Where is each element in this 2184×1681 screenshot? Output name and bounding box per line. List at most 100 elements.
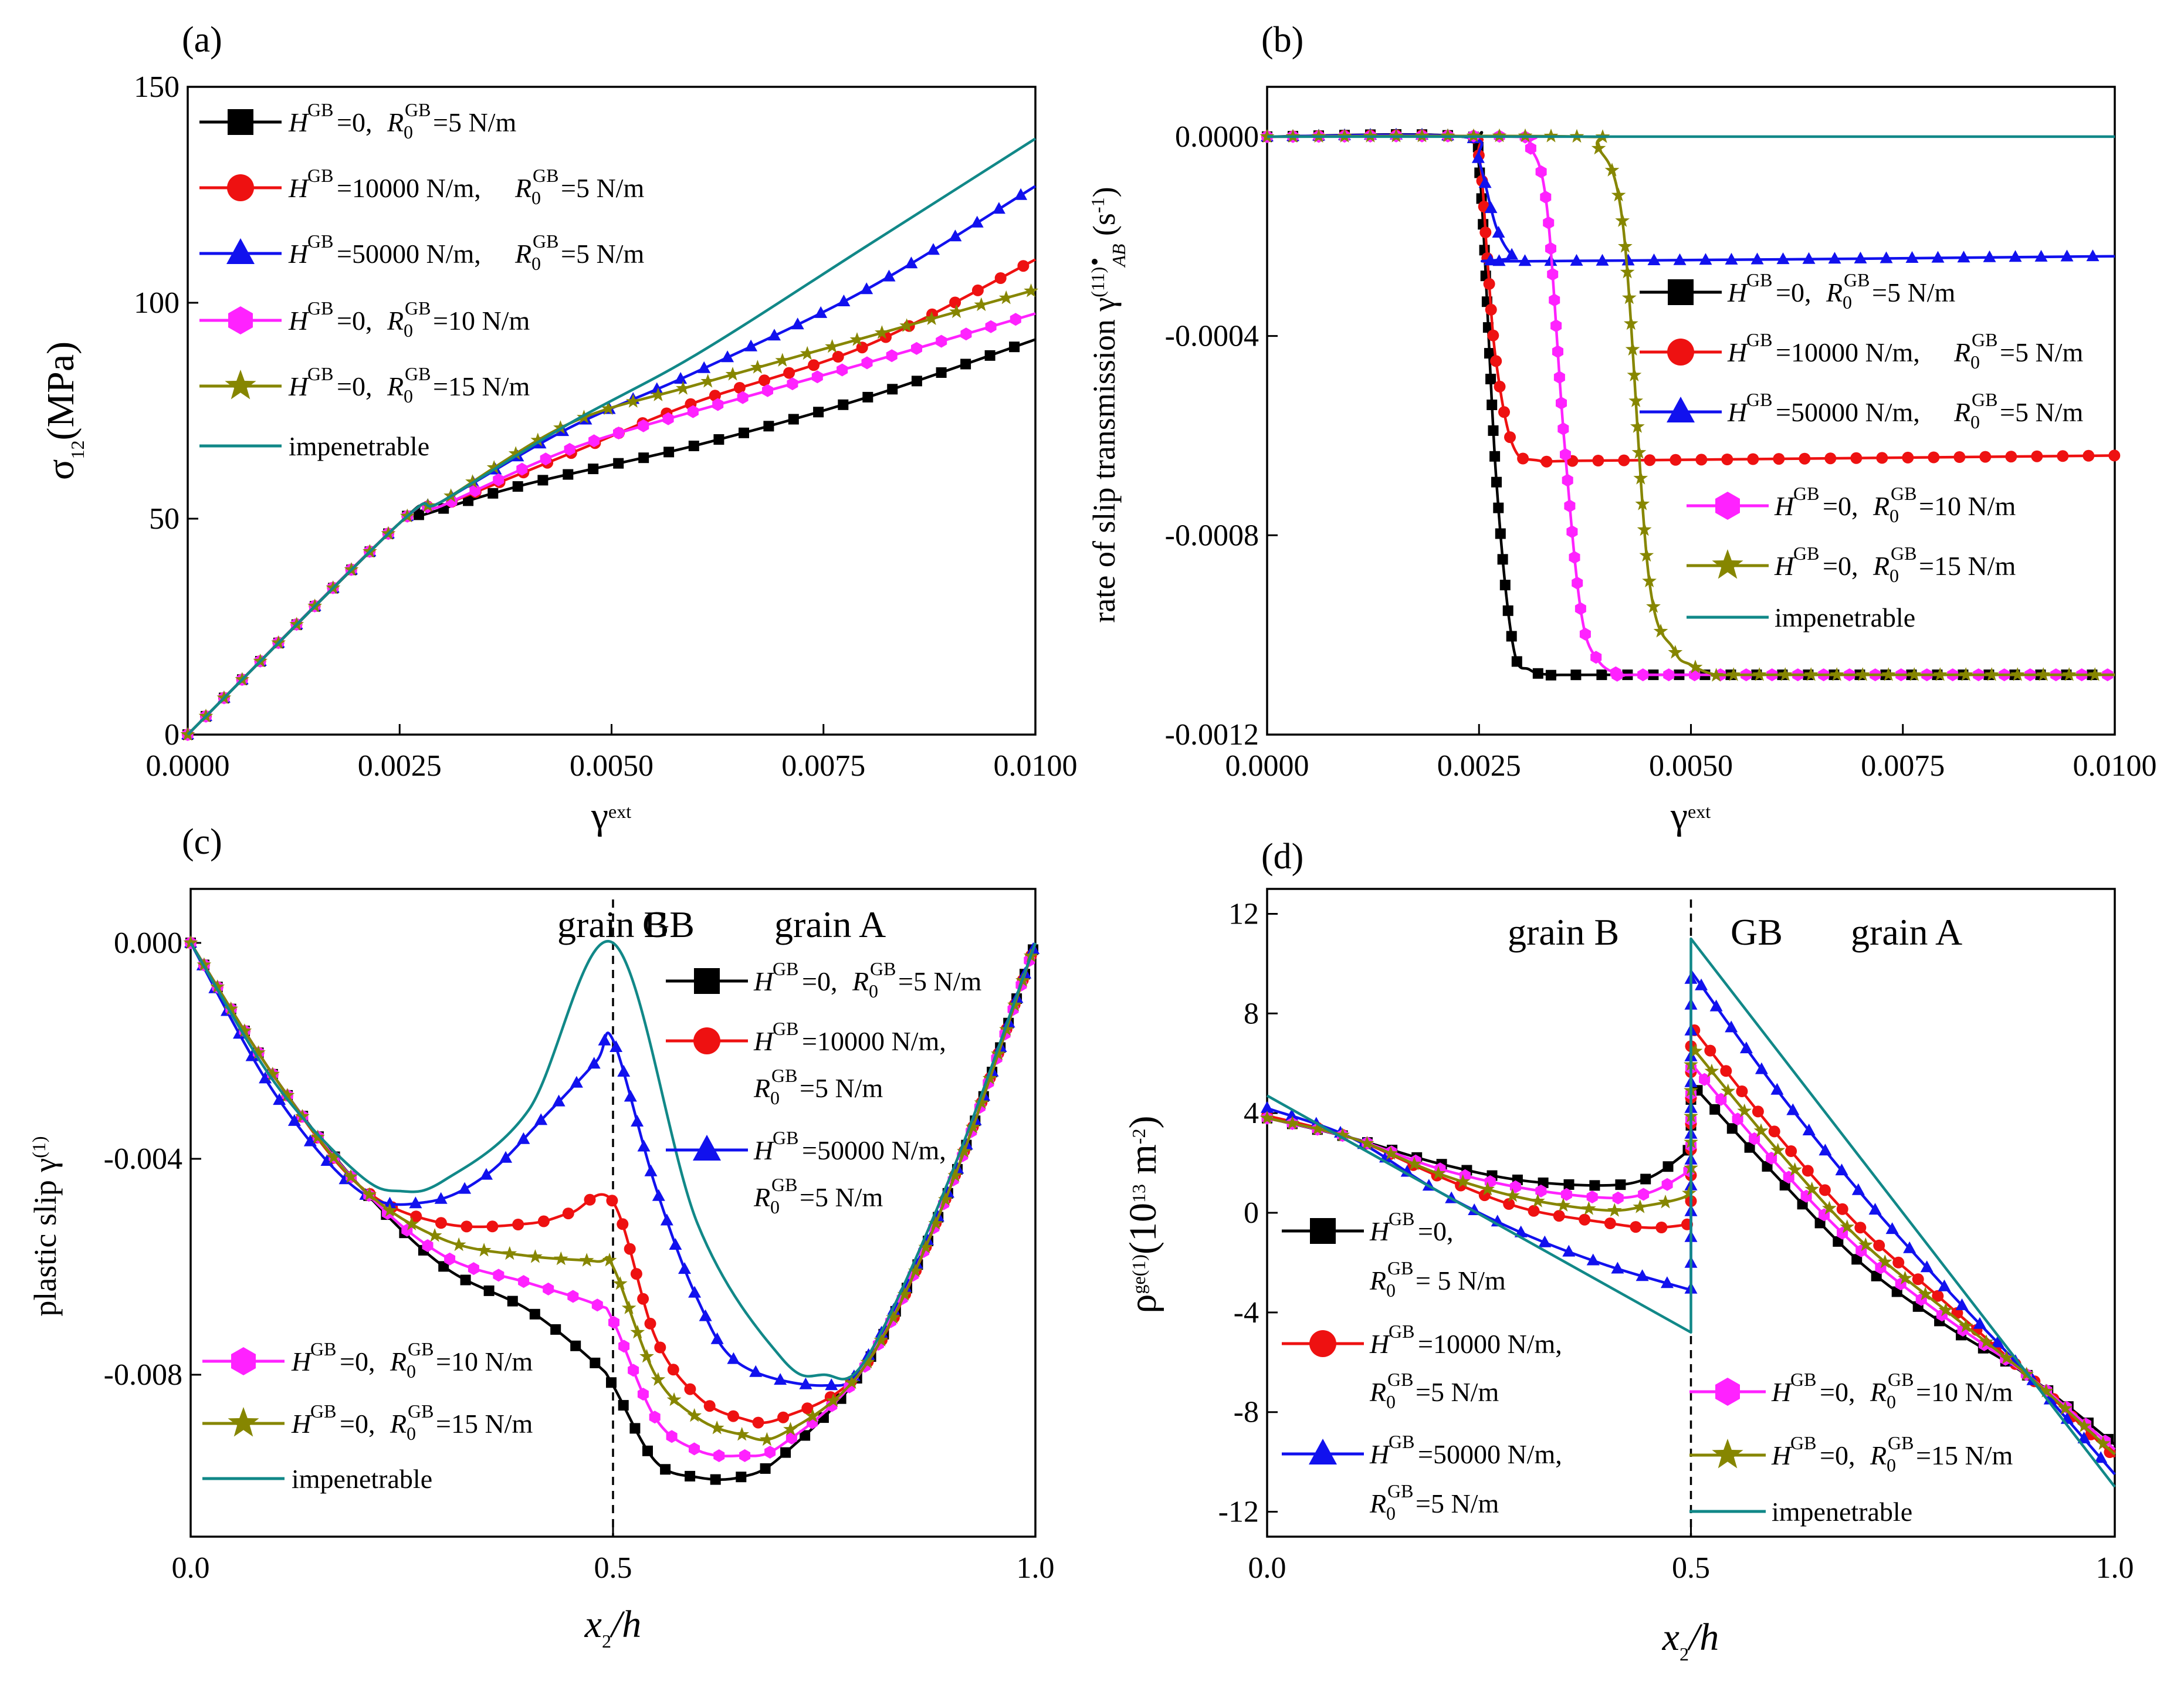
svg-text:R: R	[1369, 1489, 1386, 1518]
svg-text:GB: GB	[307, 297, 333, 319]
series-marker	[936, 367, 947, 378]
series-marker	[1504, 431, 1516, 444]
svg-text:=10 N/m: =10 N/m	[436, 1347, 533, 1376]
svg-text:H: H	[753, 1135, 775, 1165]
svg-text:0: 0	[1890, 505, 1899, 526]
series-marker	[2083, 449, 2095, 462]
series-teal	[189, 940, 1037, 1381]
series-marker	[1552, 345, 1563, 358]
series-marker	[788, 414, 799, 425]
legend-d-item-4: HGB =0, R 0GB =10 N/m	[1689, 1369, 2013, 1412]
series-marker	[710, 1332, 724, 1344]
series-marker	[543, 1282, 554, 1296]
svg-text:0: 0	[404, 320, 413, 341]
series-marker	[1487, 329, 1499, 341]
panel-d-grain-a-label: grain A	[1851, 911, 1962, 953]
series-marker	[537, 1215, 550, 1227]
series-marker	[460, 1274, 471, 1286]
legend-b-item-5: HGB =0, R 0GB =15 N/m	[1687, 543, 2016, 586]
series-marker	[1633, 1199, 1648, 1213]
series-line	[1267, 133, 2115, 263]
panel-a: (a) 0.0000 0.0025 0.0050 0.0075 0.0100 0 50 100…	[39, 20, 1078, 837]
series-marker	[591, 1298, 603, 1312]
series-marker	[949, 296, 961, 309]
series-marker	[739, 1449, 751, 1462]
series-marker	[1014, 188, 1028, 200]
y-tick-label: 50	[149, 502, 180, 536]
svg-text:H: H	[1727, 337, 1749, 367]
series-marker	[630, 1268, 642, 1280]
series-marker	[493, 1269, 504, 1282]
x-tick-label: 0.0000	[1225, 749, 1309, 783]
x-tick-label: 0.0100	[2073, 749, 2157, 783]
y-tick-label: -0.0008	[1165, 519, 1259, 552]
panel-d: (d) 0.0 0.5 1.0 12 8 4 0 -4 -8 -12 grain B GB gra…	[1122, 837, 2134, 1665]
svg-text:=10 N/m: =10 N/m	[1919, 491, 2016, 521]
series-marker	[1535, 165, 1547, 178]
panel-d-label: (d)	[1261, 837, 1303, 877]
svg-text:=50000 N/m,: =50000 N/m,	[1776, 397, 1920, 427]
series-marker	[487, 488, 499, 499]
svg-text:GB: GB	[1746, 269, 1772, 290]
series-marker	[567, 1290, 579, 1303]
series-marker	[435, 1217, 447, 1229]
series-line	[187, 137, 1037, 736]
panel-b-ylabel: rate of slip transmission γ(11)AB (s-1)	[1086, 187, 1129, 623]
svg-text:0: 0	[404, 385, 413, 407]
svg-text:GB: GB	[408, 1338, 434, 1359]
series-marker	[460, 1220, 473, 1233]
series-marker	[644, 1317, 656, 1330]
series-blue	[1261, 127, 2115, 266]
svg-text:H: H	[1369, 1329, 1391, 1359]
series-marker	[1662, 1161, 1674, 1172]
series-marker	[1695, 454, 1708, 466]
svg-text:0: 0	[531, 187, 541, 208]
series-marker	[1670, 454, 1682, 466]
series-marker	[1569, 551, 1580, 564]
series-marker	[811, 370, 823, 384]
series-marker	[1502, 605, 1513, 616]
svg-text:R: R	[753, 1182, 770, 1212]
svg-text:H: H	[1369, 1439, 1391, 1469]
series-marker	[1492, 226, 1505, 238]
series-marker	[612, 1276, 628, 1290]
series-marker	[1630, 1221, 1642, 1233]
x-tick-label: 1.0	[2096, 1551, 2134, 1585]
svg-text:=5 N/m: =5 N/m	[898, 966, 981, 996]
x-tick-label: 0.0075	[781, 749, 865, 783]
series-marker	[787, 377, 798, 391]
series-marker	[949, 229, 962, 242]
series-marker	[1579, 627, 1591, 641]
svg-text:H: H	[288, 371, 310, 401]
series-marker	[1604, 1217, 1616, 1229]
y-tick-label: -0.0012	[1165, 718, 1259, 752]
gamma-dot-mark	[1092, 259, 1098, 265]
legend-d-item-3: HGB =50000 N/m, R 0GB =5 N/m	[1282, 1431, 1562, 1524]
panel-a-ylabel: σ12(MPa)	[39, 341, 88, 480]
legend-c-item-5: HGB =0, R 0GB =15 N/m	[202, 1401, 533, 1444]
series-marker	[689, 1442, 700, 1456]
series-marker	[905, 256, 918, 269]
series-marker	[654, 1341, 666, 1354]
series-marker	[1704, 1044, 1716, 1057]
svg-text:0: 0	[407, 1361, 416, 1382]
series-marker	[1655, 1222, 1668, 1233]
svg-text:GB: GB	[1888, 1369, 1914, 1390]
svg-text:H: H	[291, 1347, 313, 1376]
series-marker	[642, 1445, 653, 1456]
series-marker	[1499, 580, 1511, 591]
series-marker	[1494, 380, 1506, 393]
panel-b-axes: 0.0000 0.0025 0.0050 0.0075 0.01000.0000-0.0…	[1165, 120, 2157, 783]
svg-text:=0,: =0,	[337, 306, 372, 336]
panel-c-xlabel: x2/h	[584, 1603, 642, 1652]
series-marker	[911, 341, 922, 355]
series-marker	[528, 1249, 543, 1263]
y-tick-label: -12	[1218, 1496, 1259, 1529]
series-marker	[1819, 1184, 1831, 1196]
series-marker	[1640, 1173, 1651, 1185]
legend-c-item-6: impenetrable	[202, 1464, 432, 1494]
series-marker	[1726, 1123, 1738, 1134]
svg-text:=5 N/m: =5 N/m	[561, 173, 644, 203]
series-marker	[727, 1410, 739, 1422]
legend-b-item-2: HGB =10000 N/m, R 0GB =5 N/m	[1640, 329, 2083, 373]
